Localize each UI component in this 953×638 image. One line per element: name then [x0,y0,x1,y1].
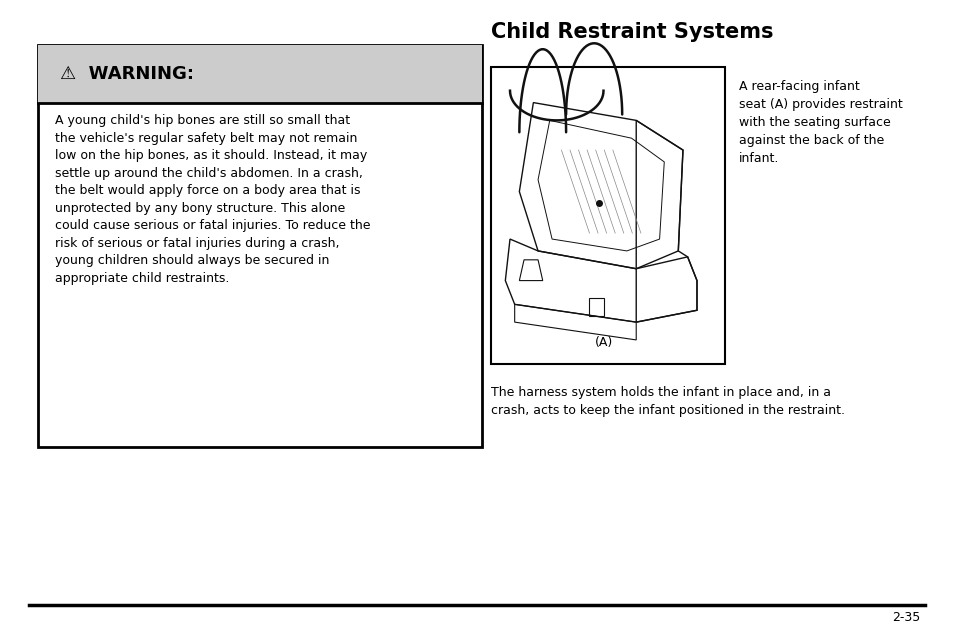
FancyBboxPatch shape [38,45,481,447]
Text: A rear-facing infant
seat (A) provides restraint
with the seating surface
agains: A rear-facing infant seat (A) provides r… [739,80,902,165]
Text: The harness system holds the infant in place and, in a
crash, acts to keep the i: The harness system holds the infant in p… [491,386,844,417]
Text: A young child's hip bones are still so small that
the vehicle's regular safety b: A young child's hip bones are still so s… [55,114,371,285]
Text: ⚠  WARNING:: ⚠ WARNING: [60,65,193,83]
Text: Child Restraint Systems: Child Restraint Systems [491,22,773,42]
Text: (A): (A) [594,336,612,349]
Text: 2-35: 2-35 [891,611,920,624]
FancyBboxPatch shape [38,45,481,103]
FancyBboxPatch shape [491,67,724,364]
